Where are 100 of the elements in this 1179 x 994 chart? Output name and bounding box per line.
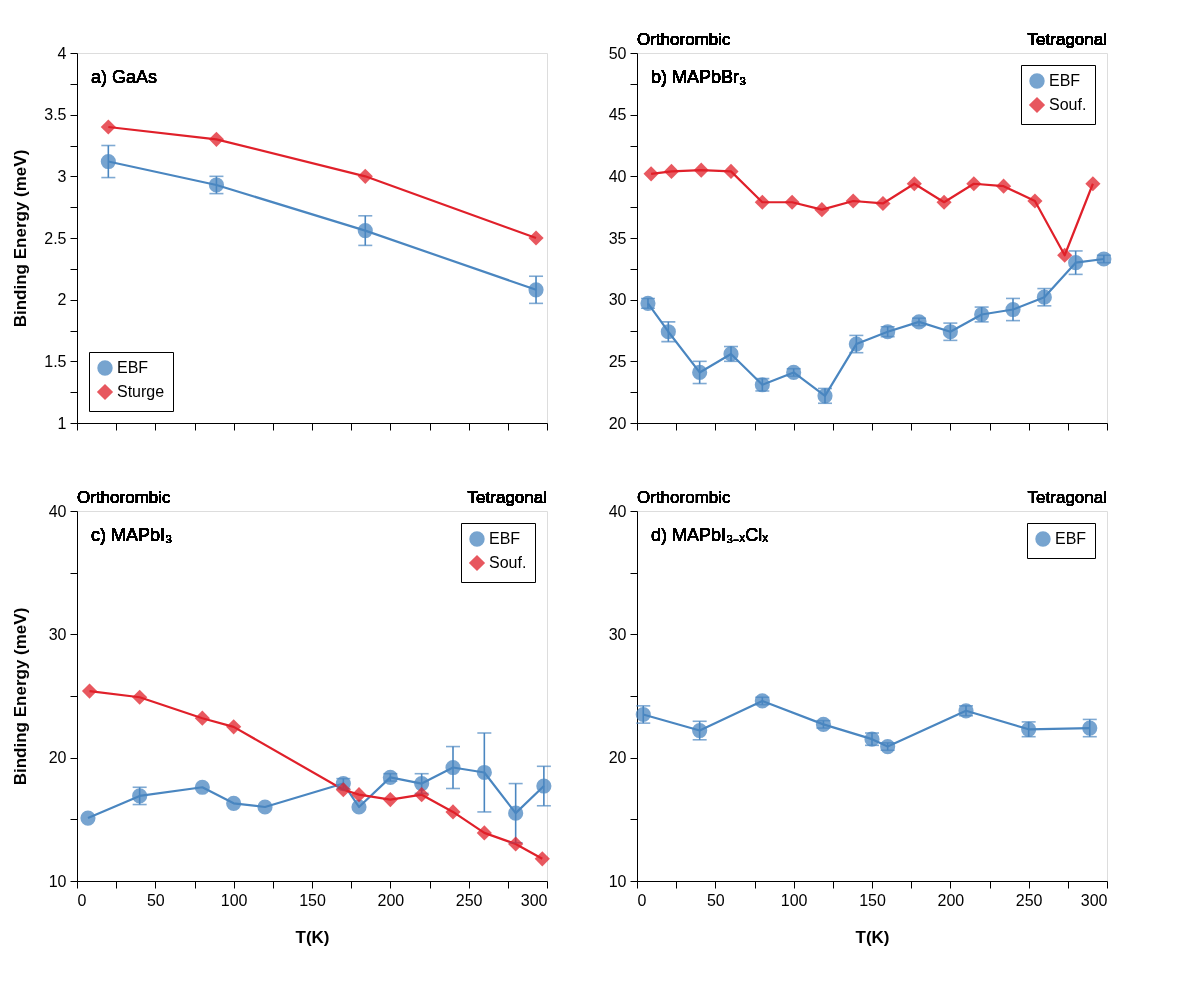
text: a) GaAs [91, 67, 158, 87]
y-tick-label: 20 [48, 749, 67, 767]
x-tick-label: 50 [706, 891, 725, 909]
point [132, 689, 148, 705]
point [445, 804, 461, 820]
x-tick-label: 150 [859, 891, 886, 909]
y-tick-label: 30 [608, 291, 627, 309]
point [1027, 193, 1043, 209]
x-tick-label: 100 [780, 891, 808, 909]
point [528, 230, 544, 246]
y-tick-label: 1.5 [44, 352, 67, 370]
y-axis-title: Binding Energy (meV) [10, 607, 30, 786]
point [936, 194, 952, 210]
x-tick-label: 200 [937, 891, 965, 909]
y-tick-label: 45 [608, 106, 627, 124]
point [194, 710, 210, 726]
legend-label: EBF [117, 359, 149, 376]
y-tick-label: 2.5 [44, 229, 67, 247]
point [351, 787, 367, 803]
x-tick-label: 250 [455, 891, 483, 909]
text: Tetragonal [1027, 30, 1107, 49]
y-tick-label: 40 [608, 167, 627, 185]
y-tick-label: 30 [608, 625, 627, 643]
point [414, 787, 430, 803]
point [723, 163, 739, 179]
y-tick-label: 20 [608, 414, 627, 432]
point [1005, 301, 1021, 318]
y-tick-label: 3.5 [44, 106, 67, 124]
point [81, 683, 98, 699]
point [754, 194, 770, 210]
point [534, 851, 550, 867]
text: Orthorombic [77, 488, 172, 507]
point [528, 282, 544, 298]
point [445, 759, 461, 776]
text: c) MAPbI₃ [91, 525, 173, 545]
point [335, 782, 351, 798]
point [845, 193, 861, 209]
point [80, 810, 96, 826]
point [1057, 247, 1073, 263]
x-tick-label: 0 [637, 891, 647, 909]
y-tick-label: 40 [48, 502, 67, 520]
y-tick-label: 3 [57, 167, 67, 185]
point [194, 779, 210, 795]
text: b) MAPbBr₃ [651, 67, 747, 87]
y-tick-label: 20 [608, 749, 627, 767]
point [476, 825, 492, 841]
x-axis-title: T(K) [855, 927, 890, 947]
point [476, 764, 492, 781]
point [100, 153, 116, 170]
point [693, 162, 709, 178]
x-tick-label: 150 [299, 891, 326, 909]
y-tick-label: 2 [57, 291, 67, 309]
point [257, 799, 273, 815]
point [382, 792, 398, 808]
legend-label: EBF [1049, 72, 1081, 89]
point [1068, 255, 1084, 271]
legend-label: Sturge [117, 383, 165, 400]
x-tick-label: 300 [1080, 891, 1108, 909]
point [875, 195, 891, 212]
x-tick-label: 300 [520, 891, 548, 909]
text: Tetragonal [1027, 488, 1107, 507]
y-tick-label: 30 [48, 625, 67, 643]
point [357, 223, 373, 239]
point [226, 719, 242, 735]
y-tick-label: 35 [608, 229, 627, 247]
y-tick-label: 10 [608, 872, 627, 890]
point [536, 778, 552, 794]
point [100, 119, 116, 135]
legend-label: Souf. [489, 554, 527, 571]
point [692, 364, 708, 380]
x-tick-label: 50 [146, 891, 165, 909]
x-tick-label: 100 [220, 891, 248, 909]
y-tick-label: 1 [57, 414, 67, 432]
point [414, 776, 430, 792]
y-tick-label: 10 [48, 872, 67, 890]
point [357, 168, 373, 184]
point [226, 795, 242, 811]
text: Tetragonal [467, 488, 547, 507]
point [643, 166, 659, 182]
y-tick-label: 50 [608, 44, 627, 62]
point [508, 805, 524, 821]
x-tick-label: 0 [77, 891, 87, 909]
legend-label: EBF [489, 530, 521, 547]
text: Orthorombic [637, 30, 732, 49]
point [996, 178, 1012, 194]
y-tick-label: 4 [57, 44, 67, 62]
x-axis-title: T(K) [295, 927, 330, 947]
x-tick-label: 200 [377, 891, 405, 909]
y-axis-title: Binding Energy (meV) [10, 149, 30, 328]
point [508, 836, 524, 852]
point [208, 131, 225, 147]
point [784, 194, 800, 210]
point [966, 176, 982, 192]
y-tick-label: 25 [608, 352, 627, 370]
text: Orthorombic [637, 488, 732, 507]
point [351, 799, 367, 815]
x-tick-label: 250 [1015, 891, 1043, 909]
legend-label: EBF [1055, 530, 1087, 547]
point [663, 163, 680, 179]
point [1085, 176, 1101, 192]
